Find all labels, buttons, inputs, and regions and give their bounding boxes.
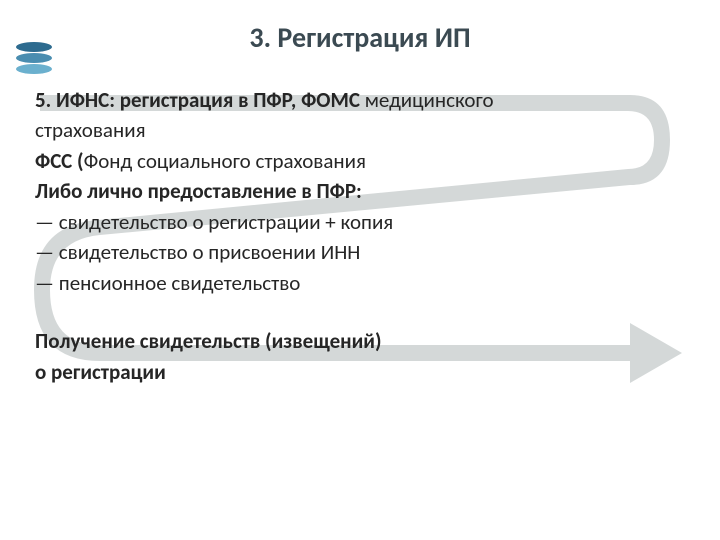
line-7: — пенсионное свидетельство [35,268,675,298]
line-3-rest: Фонд социального страхования [84,148,366,174]
line-2: страхования [35,115,675,145]
line-1-bold: 5. ИФНС: регистрация в ПФР, ФОМС [35,87,365,113]
slide-title: 3. Регистрация ИП [0,20,720,55]
line-1-rest: медицинского [365,87,494,113]
line-9: о регистрации [35,357,675,387]
line-1: 5. ИФНС: регистрация в ПФР, ФОМС медицин… [35,85,675,115]
line-8: Получение свидетельств (извещений) [35,326,675,356]
line-3-bold: ФСС ( [35,148,84,174]
content-block: 5. ИФНС: регистрация в ПФР, ФОМС медицин… [35,85,675,387]
line-6: — свидетельство о присвоении ИНН [35,237,675,267]
line-4: Либо лично предоставление в ПФР: [35,176,675,206]
line-5: — свидетельство о регистрации + копия [35,207,675,237]
line-3: ФСС (Фонд социального страхования [35,146,675,176]
